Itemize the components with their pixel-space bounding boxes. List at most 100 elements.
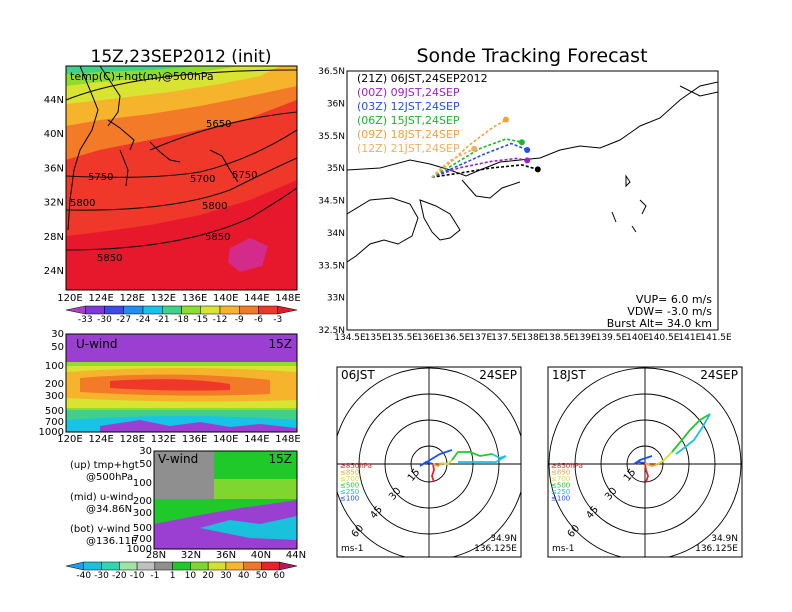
- colorbar-swatch: [83, 561, 102, 571]
- lon-tick-label: 137.5E: [491, 333, 523, 343]
- lon-tick-label: 144E: [244, 434, 269, 445]
- colorbar-label: -1: [150, 571, 159, 581]
- hodo-lon: 136.125E: [474, 544, 517, 554]
- lon-tick-label: 140E: [213, 434, 238, 445]
- lat-tick-label: 28N: [146, 550, 166, 561]
- pressure-tick-label: 50: [139, 459, 152, 470]
- lon-tick-label: 139.5E: [596, 333, 628, 343]
- level-legend: ≤250: [340, 488, 359, 496]
- colorbar-swatch: [277, 305, 298, 315]
- hodo-date: 24SEP: [479, 368, 517, 382]
- v-wind-label: V-wind: [158, 452, 198, 466]
- wind-colorbar: -40 -30 -20 -10 -1 1 10 20 30 40 50 60: [65, 561, 298, 581]
- temp-map-frame: [65, 65, 298, 291]
- lat-tick-label: 44N: [44, 95, 64, 106]
- hodo-lon: 136.125E: [695, 544, 738, 554]
- lat-tick-label: 34N: [327, 229, 345, 239]
- v-wind-time: 15Z: [269, 452, 293, 466]
- run-label: (12Z) 21JST,24SEP: [357, 142, 460, 155]
- colorbar-label: 40: [238, 571, 250, 581]
- colorbar-swatch: [278, 561, 298, 571]
- track-line: [431, 142, 528, 178]
- wind-trace: [644, 462, 649, 483]
- colorbar-swatch: [200, 305, 221, 315]
- lon-tick-label: 135.5E: [387, 333, 419, 343]
- lon-tick-label: 134.5E: [334, 333, 366, 343]
- lon-tick-label: 138E: [522, 333, 545, 343]
- colorbar-swatch: [101, 561, 120, 571]
- track-title: Sonde Tracking Forecast: [416, 45, 647, 67]
- pressure-tick-label: 50: [51, 342, 64, 353]
- pressure-tick-label: 200: [133, 496, 152, 507]
- temp-colorbar: -33 -30 -27 -24 -21 -18 -15 -12 -9 -6 -3: [65, 305, 298, 325]
- track-line: [431, 157, 528, 178]
- legend-line: @136.11E: [86, 536, 137, 547]
- colorbar-swatch: [65, 561, 85, 571]
- lat-tick-label: 28N: [44, 232, 64, 243]
- v-wind-field: [154, 451, 297, 549]
- legend-line: @34.86N: [86, 504, 132, 515]
- lon-tick-label: 132E: [151, 434, 176, 445]
- track-lat-labels: 36.5N 36N 35.5N 35N 34.5N 34N 33.5N 33N 32.5N: [318, 67, 345, 336]
- wind-trace: [633, 455, 653, 465]
- colorbar-label: -30: [94, 571, 109, 581]
- hodo-lat: 34.9N: [711, 534, 738, 544]
- lat-tick-label: 33N: [327, 294, 345, 304]
- lon-tick-label: 136E: [182, 434, 207, 445]
- pressure-tick-label: 30: [139, 446, 152, 457]
- lat-tick-label: 44N: [286, 550, 306, 561]
- colorbar-swatch: [119, 561, 138, 571]
- colorbar-label: -30: [97, 315, 112, 325]
- u-wind-field: [66, 334, 297, 432]
- temp-map-field: [66, 66, 297, 290]
- colorbar-swatch: [104, 305, 124, 315]
- panel-legend: (up) tmp+hgt @500hPa (mid) u-wind @34.86…: [70, 460, 139, 547]
- colorbar-swatch: [123, 305, 144, 315]
- track-params: VUP= 6.0 m/s VDW= -3.0 m/s Burst Alt= 34…: [607, 293, 713, 330]
- v-lat-labels: 28N 32N 36N 40N 44N: [146, 550, 306, 561]
- wind-trace: [657, 451, 673, 465]
- lon-tick-label: 128E: [120, 293, 145, 304]
- wind-trace: [441, 459, 453, 465]
- wind-trace: [458, 453, 507, 463]
- level-legend: ≤250: [551, 488, 570, 496]
- ring-label: 60: [350, 523, 367, 540]
- lat-tick-label: 33.5N: [318, 261, 345, 271]
- contour-label: 5800: [202, 201, 227, 212]
- lon-tick-label: 141.5E: [700, 333, 732, 343]
- u-wind-frame: [65, 333, 298, 433]
- lon-tick-label: 124E: [88, 293, 113, 304]
- colorbar-swatch: [261, 561, 280, 571]
- track-coastline: [347, 81, 718, 263]
- colorbar-label: 10: [185, 571, 197, 581]
- track-line: [431, 118, 507, 178]
- v-wind-frame: [153, 450, 298, 550]
- lon-tick-label: 136.5E: [439, 333, 471, 343]
- track-line: [431, 164, 539, 178]
- level-legend: ≤500: [551, 482, 570, 490]
- contour-labels: 5650 5700 5750 5750 5800 5800 5850 5850: [70, 119, 257, 264]
- lon-tick-label: 132E: [151, 293, 176, 304]
- colorbar-swatch: [172, 561, 191, 571]
- colorbar-swatch: [219, 305, 240, 315]
- contour-label: 5700: [190, 174, 215, 185]
- hodo-unit: ms-1: [552, 544, 574, 554]
- colorbar-label: -12: [213, 315, 228, 325]
- run-label: (09Z) 18JST,24SEP: [357, 128, 460, 141]
- track-line: [431, 138, 523, 178]
- lon-tick-label: 148E: [275, 293, 300, 304]
- burst-point: [471, 145, 478, 152]
- ring-label: 45: [584, 504, 601, 521]
- hodo-time: 06JST: [341, 368, 375, 382]
- colorbar-swatch: [85, 305, 105, 315]
- colorbar-label: -10: [130, 571, 145, 581]
- level-legend: ≤850: [551, 469, 570, 477]
- lat-tick-label: 36N: [327, 99, 345, 109]
- lon-tick-label: 120E: [57, 293, 82, 304]
- lon-tick-label: 138.5E: [543, 333, 575, 343]
- pressure-tick-label: 100: [45, 361, 64, 372]
- colorbar-label: -18: [174, 315, 189, 325]
- track-lon-labels: 134.5E135E135.5E136E136.5E137E137.5E138E…: [334, 333, 732, 343]
